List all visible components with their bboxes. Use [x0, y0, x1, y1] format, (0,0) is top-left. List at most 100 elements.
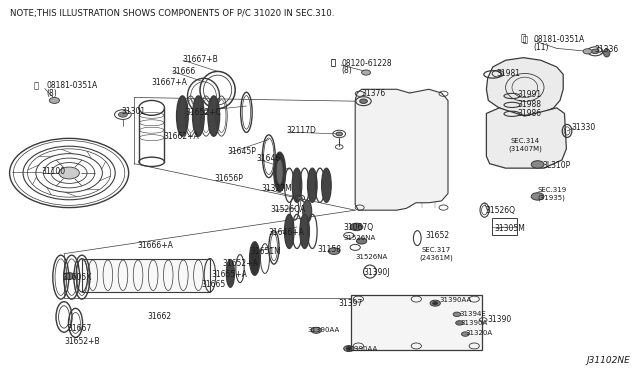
Text: 08120-61228: 08120-61228	[341, 59, 392, 68]
Circle shape	[456, 321, 463, 325]
Circle shape	[328, 248, 340, 254]
Circle shape	[336, 132, 342, 136]
Text: 31394E: 31394E	[460, 311, 486, 317]
Ellipse shape	[321, 168, 332, 202]
Text: 31652: 31652	[425, 231, 449, 240]
Polygon shape	[486, 108, 566, 168]
Ellipse shape	[285, 214, 294, 248]
Ellipse shape	[177, 96, 188, 136]
Text: 31158: 31158	[317, 246, 342, 254]
Ellipse shape	[274, 152, 285, 191]
Circle shape	[430, 300, 440, 306]
Circle shape	[360, 99, 367, 103]
Text: 31662: 31662	[147, 312, 172, 321]
Text: 31665+A: 31665+A	[211, 270, 247, 279]
Circle shape	[433, 302, 438, 305]
Circle shape	[297, 196, 302, 199]
Circle shape	[350, 223, 363, 231]
Polygon shape	[355, 89, 448, 210]
Text: 31646+A: 31646+A	[269, 228, 305, 237]
Text: SEC.319: SEC.319	[538, 187, 567, 193]
Ellipse shape	[208, 96, 220, 136]
Circle shape	[591, 49, 599, 54]
Text: 31327M: 31327M	[261, 184, 292, 193]
Circle shape	[63, 273, 75, 279]
Text: 31526NA: 31526NA	[343, 235, 375, 241]
Text: (8): (8)	[341, 66, 352, 75]
Text: (31407M): (31407M)	[509, 145, 543, 152]
Circle shape	[49, 97, 60, 103]
Bar	[351, 295, 482, 350]
Circle shape	[362, 70, 371, 75]
Text: 31651M: 31651M	[251, 247, 282, 256]
Text: 32117D: 32117D	[287, 126, 317, 135]
Bar	[82, 259, 210, 292]
Text: 31301: 31301	[122, 107, 146, 116]
Text: Ⓑ: Ⓑ	[522, 35, 527, 44]
Text: (31935): (31935)	[538, 195, 566, 201]
Circle shape	[356, 238, 367, 244]
Text: SEC.317: SEC.317	[421, 247, 451, 253]
Text: 31067Q: 31067Q	[343, 223, 373, 232]
Ellipse shape	[276, 159, 283, 185]
Ellipse shape	[604, 49, 610, 57]
Text: 31662+A: 31662+A	[164, 132, 200, 141]
Text: 31376: 31376	[361, 89, 385, 98]
Text: 31667: 31667	[67, 324, 92, 333]
Text: 31390: 31390	[488, 315, 512, 324]
Text: 31666: 31666	[172, 67, 196, 76]
Circle shape	[311, 327, 321, 333]
Text: 31305M: 31305M	[494, 224, 525, 233]
Circle shape	[531, 193, 544, 200]
Text: (24361M): (24361M)	[419, 254, 453, 261]
Ellipse shape	[227, 260, 234, 287]
Ellipse shape	[300, 214, 310, 248]
Text: 31652+B: 31652+B	[64, 337, 100, 346]
Text: 31666+A: 31666+A	[138, 241, 173, 250]
Circle shape	[59, 167, 79, 179]
Text: Ⓑ: Ⓑ	[330, 59, 335, 68]
Text: 31656P: 31656P	[214, 174, 243, 183]
Text: Ⓑ: Ⓑ	[330, 58, 335, 67]
Text: 31390J: 31390J	[364, 268, 390, 277]
Circle shape	[118, 112, 127, 117]
Text: (8): (8)	[46, 89, 57, 98]
Text: 31605X: 31605X	[63, 273, 92, 282]
Text: 31652+A: 31652+A	[223, 259, 259, 267]
Text: 31397: 31397	[338, 299, 362, 308]
Text: 31336: 31336	[594, 45, 618, 54]
Text: 31390AA: 31390AA	[307, 327, 339, 333]
Ellipse shape	[292, 168, 302, 202]
Ellipse shape	[250, 242, 260, 275]
Ellipse shape	[193, 96, 204, 136]
Text: (11): (11)	[533, 43, 548, 52]
Text: 31988: 31988	[517, 100, 541, 109]
Circle shape	[583, 49, 592, 54]
Text: 31652+C: 31652+C	[186, 108, 221, 117]
Ellipse shape	[307, 168, 317, 202]
Text: 31330: 31330	[572, 123, 596, 132]
Text: 31526NA: 31526NA	[356, 254, 388, 260]
Circle shape	[531, 161, 544, 168]
Text: 08181-0351A: 08181-0351A	[46, 81, 97, 90]
Text: 31320A: 31320A	[466, 330, 493, 336]
Text: 31645P: 31645P	[227, 147, 256, 156]
Ellipse shape	[303, 200, 312, 222]
Text: 31526Q: 31526Q	[485, 206, 515, 215]
Text: 31390AA: 31390AA	[346, 346, 378, 352]
Text: 31981: 31981	[497, 69, 521, 78]
Polygon shape	[486, 58, 563, 115]
Text: NOTE;THIS ILLUSTRATION SHOWS COMPONENTS OF P/C 31020 IN SEC.310.: NOTE;THIS ILLUSTRATION SHOWS COMPONENTS …	[10, 9, 334, 18]
Text: 31100: 31100	[42, 167, 66, 176]
Circle shape	[453, 312, 461, 317]
Text: Ⓑ: Ⓑ	[34, 81, 39, 90]
Text: 31986: 31986	[517, 109, 541, 118]
Text: 31667+B: 31667+B	[182, 55, 218, 64]
Text: 31390A: 31390A	[461, 320, 488, 326]
Circle shape	[461, 332, 469, 336]
Text: 3L310P: 3L310P	[543, 161, 571, 170]
Bar	[492, 218, 517, 235]
Text: 31667+A: 31667+A	[151, 78, 187, 87]
Text: 31646: 31646	[256, 154, 280, 163]
Text: J31102NE: J31102NE	[586, 356, 630, 365]
